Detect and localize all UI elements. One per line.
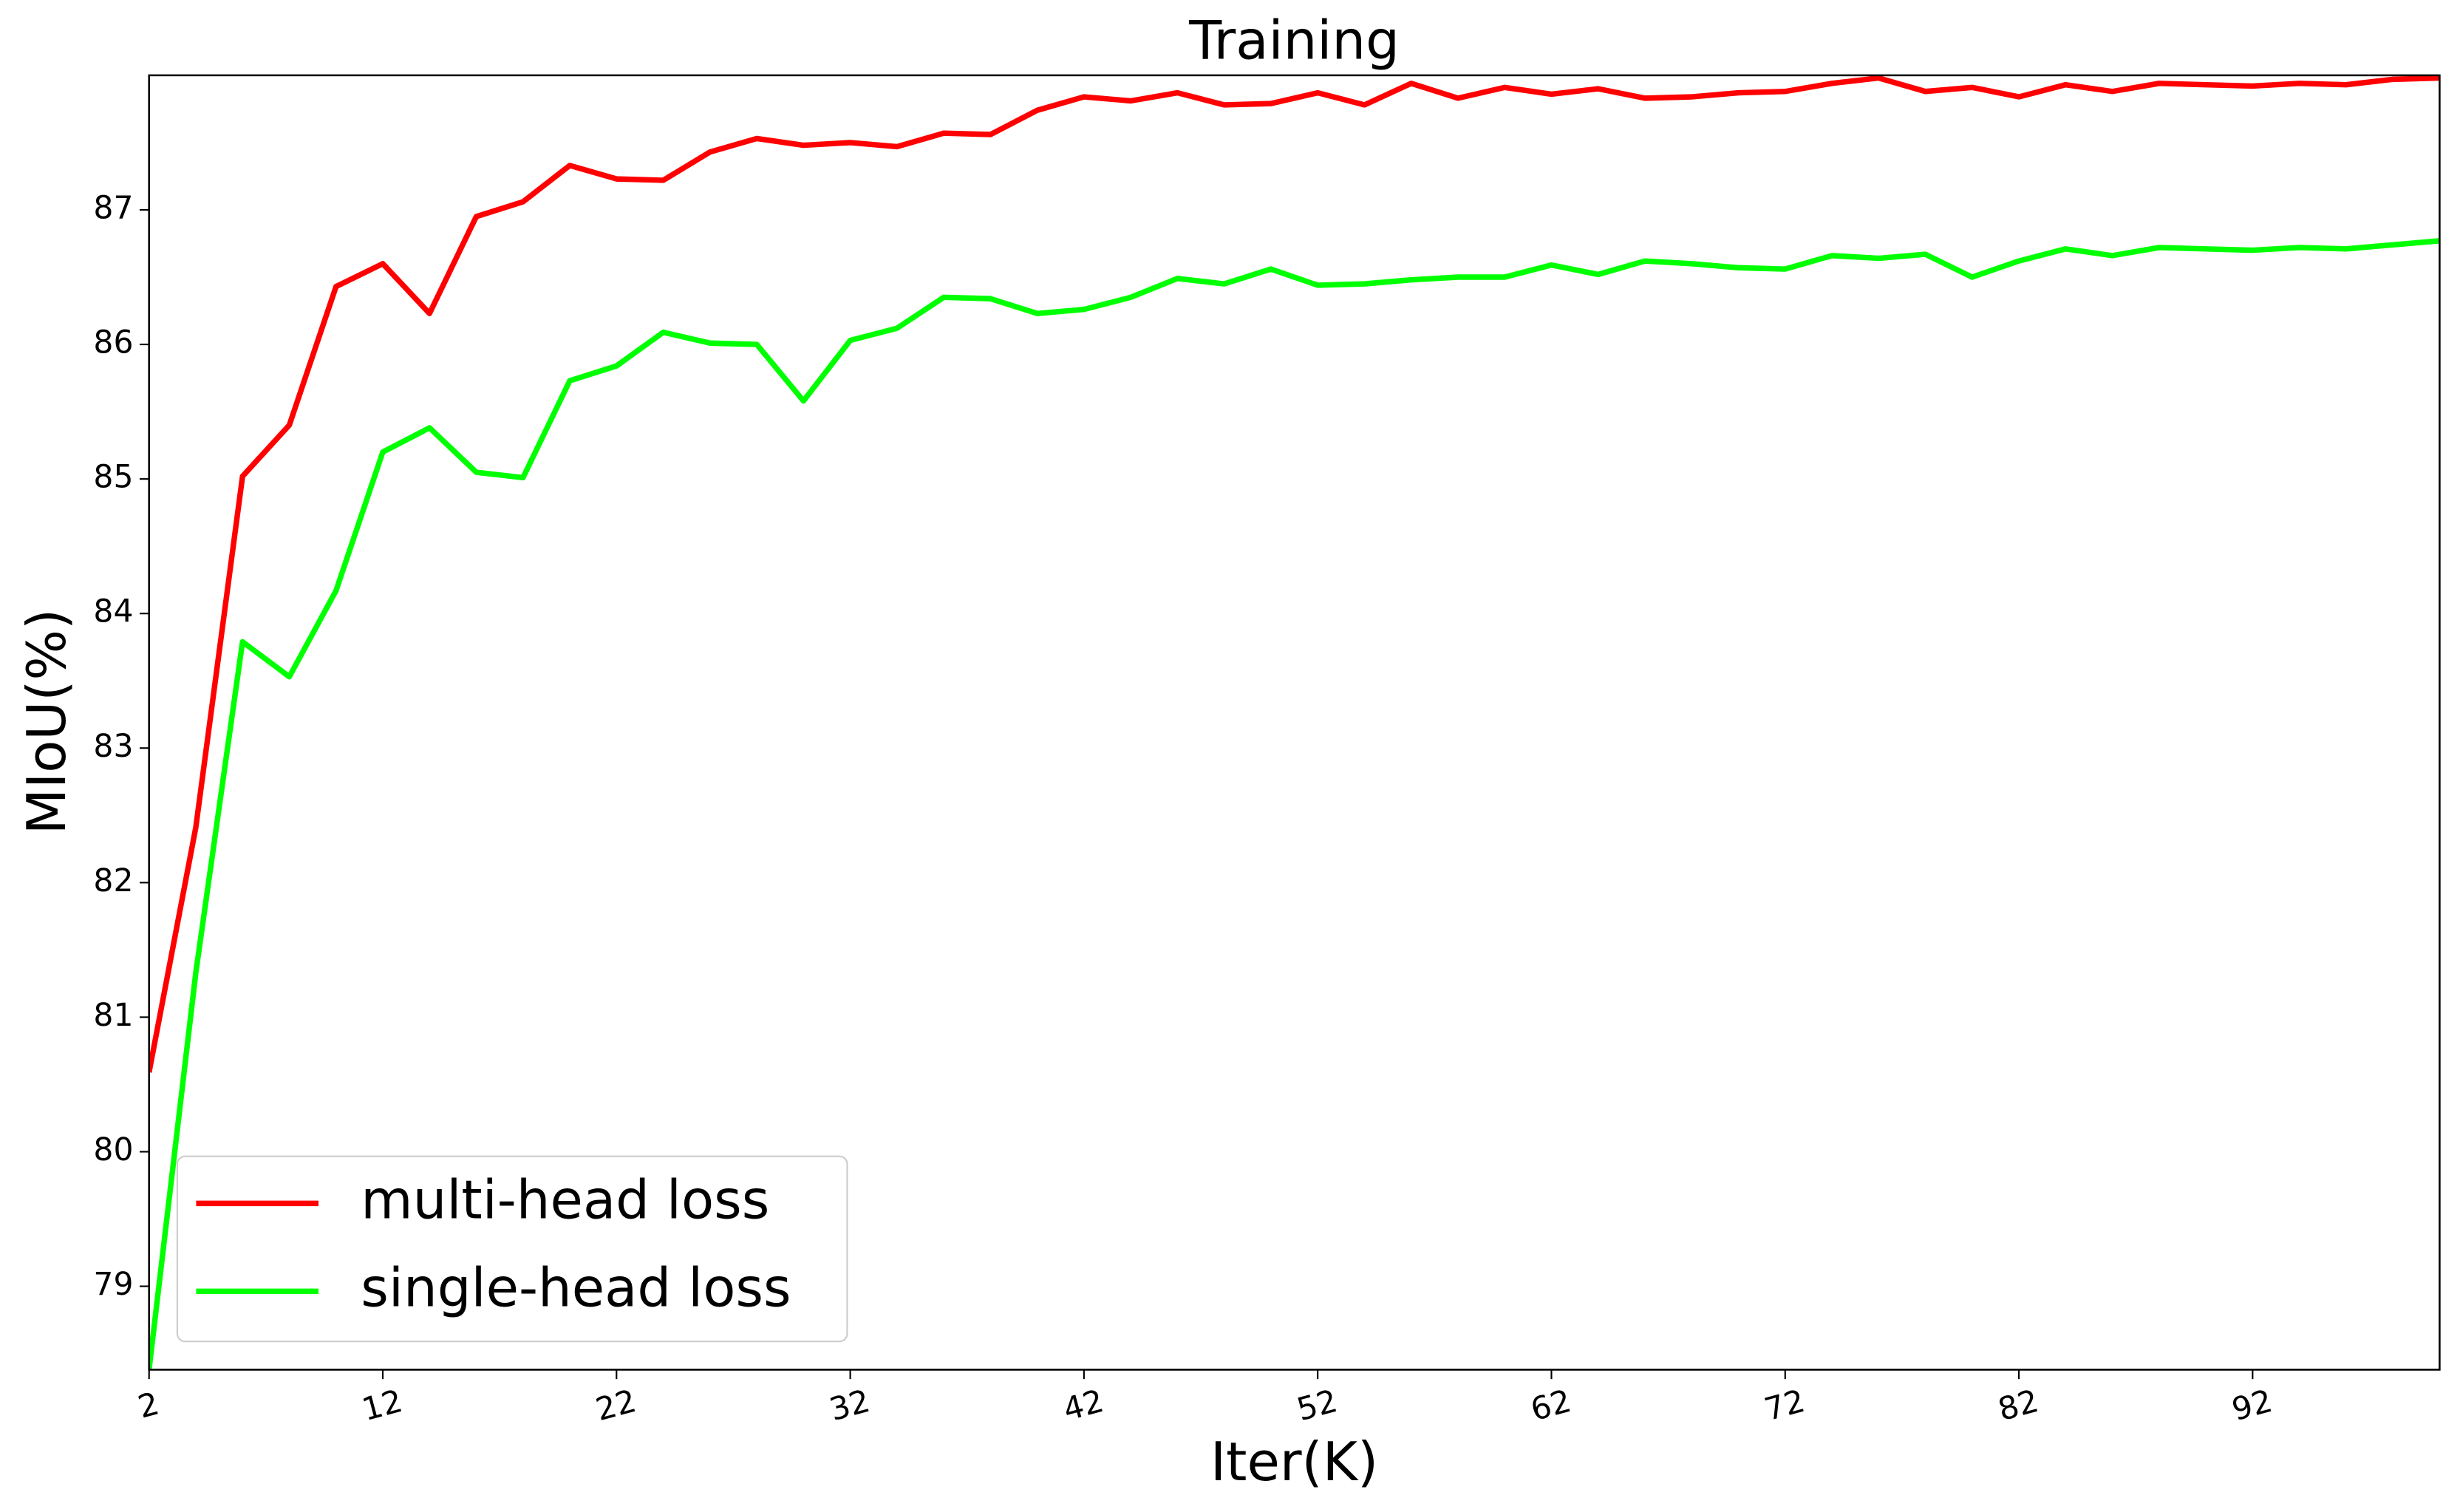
legend-label: single-head loss — [361, 1257, 791, 1319]
y-tick-label: 82 — [93, 863, 133, 899]
x-tick-label: 92 — [2228, 1383, 2276, 1428]
x-axis-label: Iter(K) — [1210, 1431, 1378, 1494]
x-tick-label: 72 — [1761, 1383, 1809, 1428]
plot-frame — [148, 74, 2441, 1371]
line-series — [149, 75, 2440, 1073]
y-tick-label: 81 — [93, 998, 133, 1034]
legend-label: multi-head loss — [361, 1169, 769, 1231]
chart-title: Training — [1188, 10, 1400, 72]
x-tick-label: 62 — [1527, 1383, 1575, 1428]
y-tick-label: 86 — [93, 325, 133, 361]
y-tick-label: 87 — [93, 190, 133, 226]
x-tick-label: 12 — [358, 1383, 406, 1428]
plot-lines — [149, 75, 2440, 1370]
x-tick-label: 22 — [592, 1383, 640, 1428]
line-series — [149, 238, 2440, 1370]
y-tick-label: 80 — [93, 1132, 133, 1168]
y-tick-label: 79 — [93, 1267, 133, 1303]
x-tick-label: 2 — [134, 1386, 163, 1426]
x-tick-label: 42 — [1060, 1383, 1108, 1428]
y-axis-label: MIoU(%) — [16, 609, 78, 834]
y-tick-label: 85 — [93, 460, 133, 496]
x-tick-label: 52 — [1293, 1383, 1341, 1428]
y-tick-label: 83 — [93, 729, 133, 765]
x-tick-label: 82 — [1994, 1383, 2042, 1428]
legend-box — [176, 1155, 848, 1343]
y-tick-label: 84 — [93, 594, 133, 630]
x-tick-label: 32 — [826, 1383, 874, 1428]
